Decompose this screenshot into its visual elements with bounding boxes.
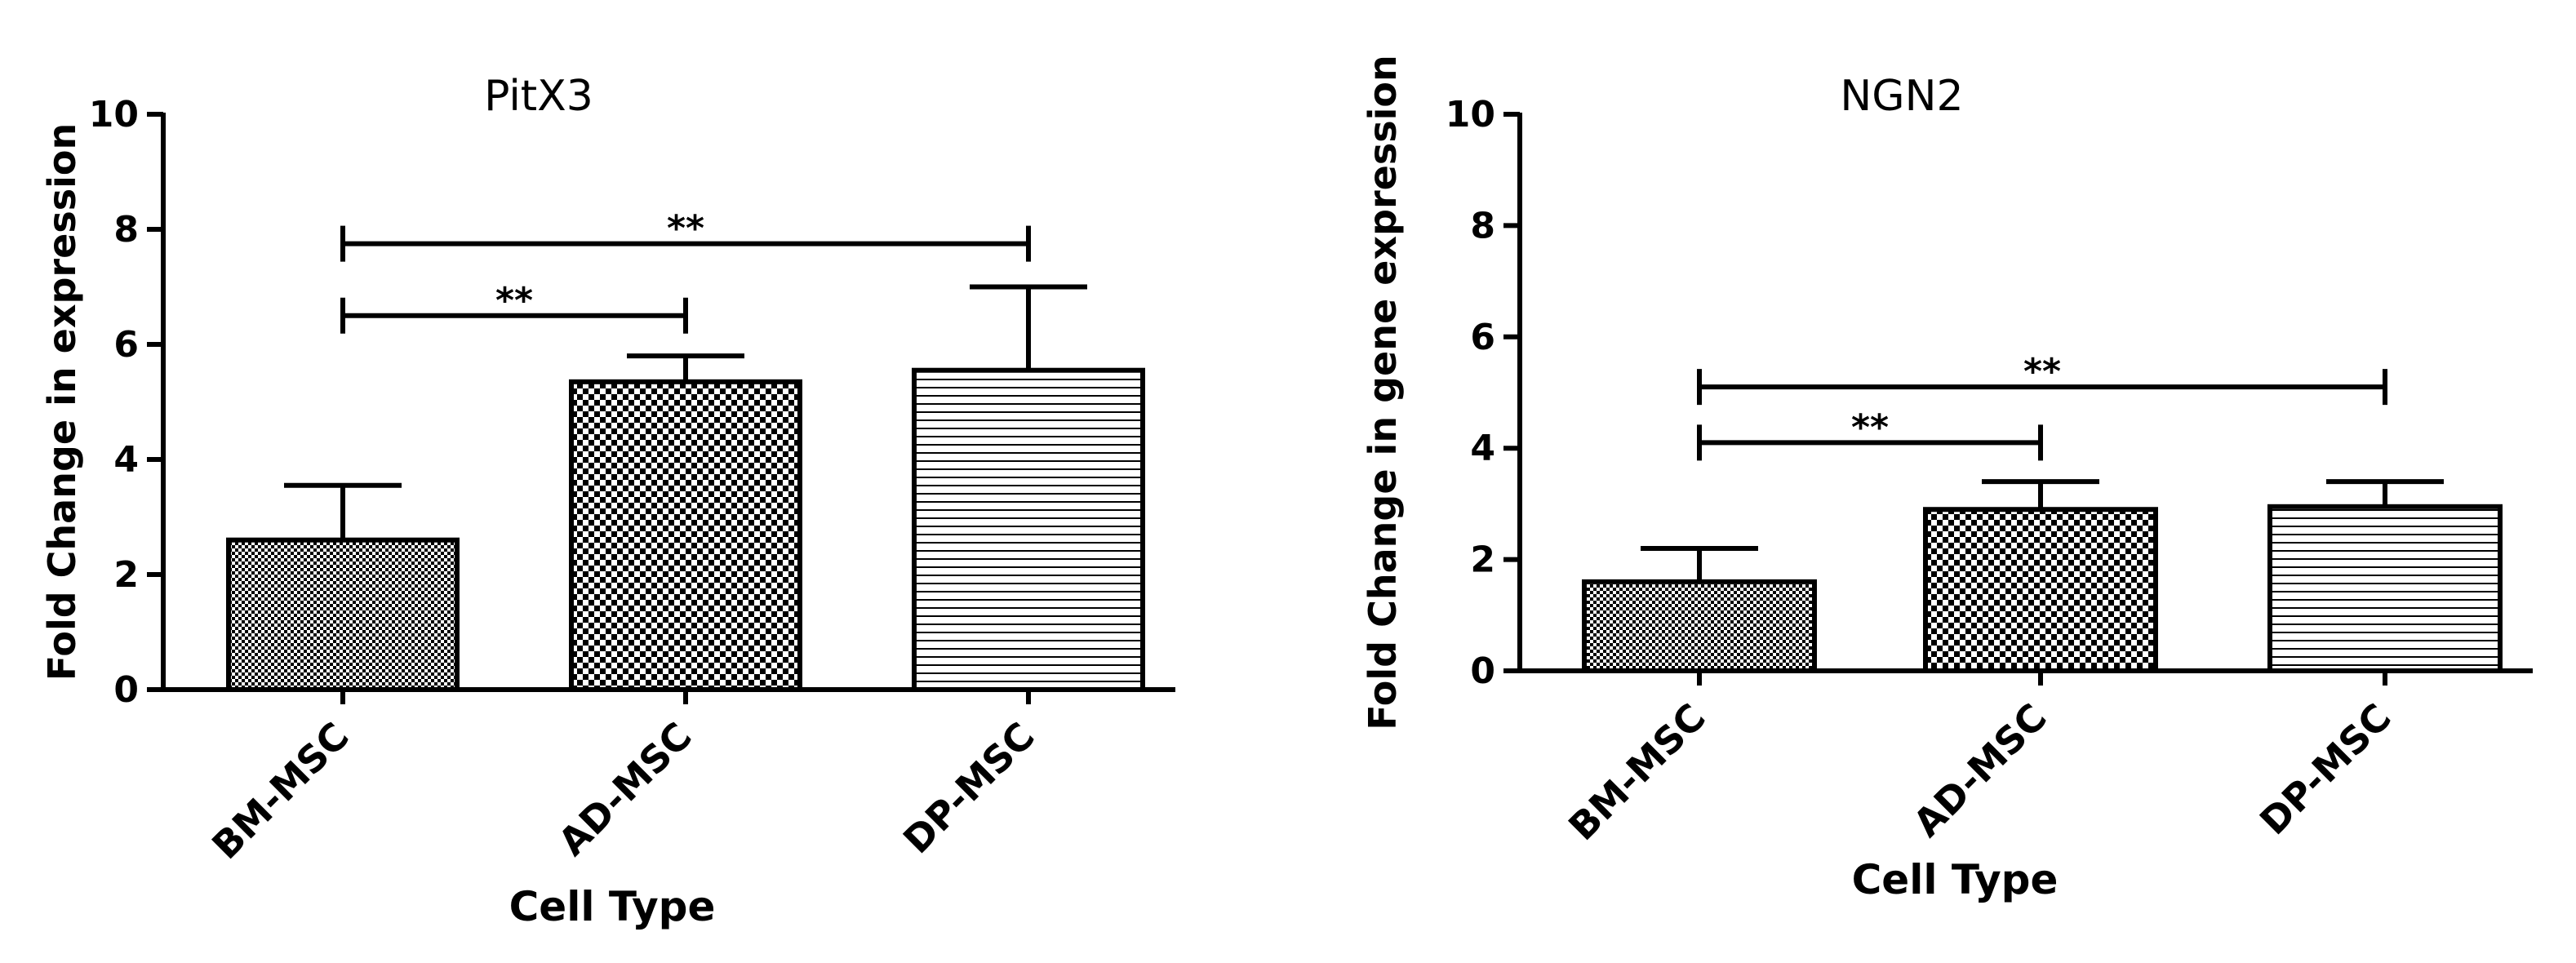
y-tick-label: 6 — [1470, 317, 1495, 358]
bar-BM-MSC — [1582, 579, 1817, 674]
x-tick-label: AD-MSC — [1905, 695, 2055, 845]
chart-0: PitX3 Fold Change in expression 0 2 4 6 8 10 BM-… — [40, 72, 1175, 930]
y-tick-label: 0 — [1470, 650, 1495, 692]
x-tick-label: BM-MSC — [203, 714, 358, 868]
chart-1: NGN2 Fold Change in gene expression 0 2 4 6 8 1… — [1361, 55, 2533, 903]
y-tick-label: 8 — [113, 209, 139, 251]
chart-title: NGN2 — [1840, 72, 1963, 121]
x-tick-label: BM-MSC — [1560, 695, 1714, 850]
significance-label: ** — [1851, 406, 1889, 448]
y-tick-label: 4 — [1470, 428, 1495, 469]
x-axis-label: Cell Type — [1852, 856, 2059, 903]
y-tick-label: 10 — [1446, 94, 1495, 135]
x-axis-label: Cell Type — [509, 883, 716, 930]
y-axis-label: Fold Change in expression — [40, 123, 84, 681]
significance-label: ** — [667, 208, 704, 250]
y-tick-label: 6 — [113, 324, 139, 366]
y-tick-label: 8 — [1470, 205, 1495, 246]
bar-AD-MSC — [1923, 507, 2158, 673]
significance-label: ** — [495, 280, 533, 322]
x-tick-label: AD-MSC — [550, 714, 700, 864]
x-tick-label: DP-MSC — [2251, 695, 2400, 844]
bar-DP-MSC — [912, 367, 1145, 692]
y-tick-label: 4 — [113, 439, 139, 481]
significance-label: ** — [2023, 351, 2061, 393]
y-tick-label: 0 — [113, 669, 139, 711]
bar-DP-MSC — [2267, 504, 2503, 673]
x-tick-label: DP-MSC — [895, 714, 1043, 863]
y-tick-label: 10 — [89, 94, 139, 135]
y-tick-label: 2 — [1470, 539, 1495, 581]
bar-BM-MSC — [226, 537, 460, 693]
y-axis-label: Fold Change in gene expression — [1361, 55, 1405, 730]
bar-AD-MSC — [569, 379, 802, 692]
y-tick-label: 2 — [113, 554, 139, 596]
chart-title: PitX3 — [484, 72, 593, 121]
